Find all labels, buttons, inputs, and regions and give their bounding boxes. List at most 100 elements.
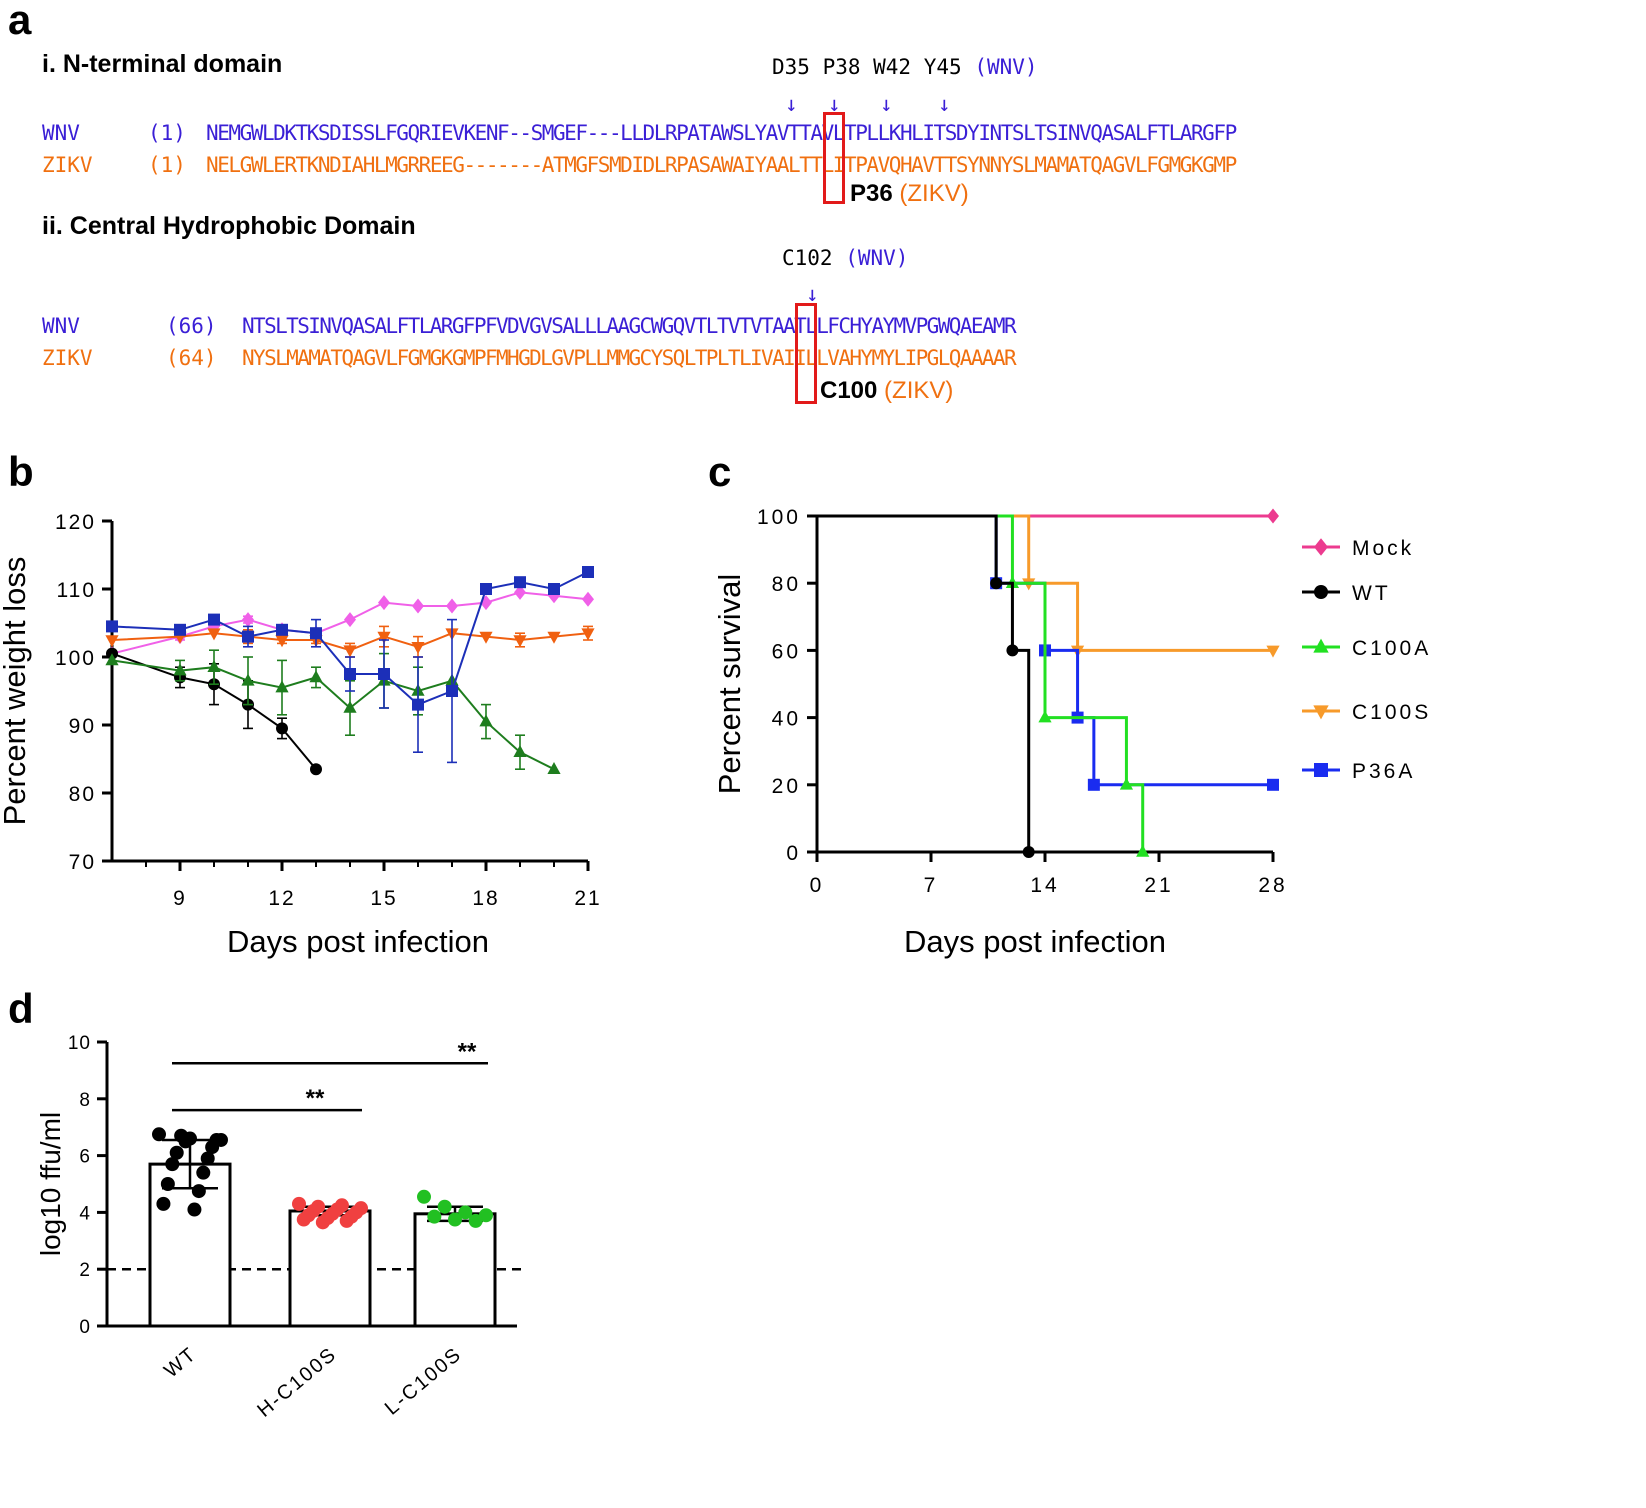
point-c100s: [411, 642, 425, 654]
arrow-p38: ↓: [828, 92, 841, 116]
point-c100s: [343, 645, 357, 658]
data-point-wt: [152, 1127, 166, 1142]
data-point-wt: [187, 1202, 202, 1217]
data-point-l-c100s: [458, 1205, 473, 1220]
point-wt: [310, 763, 322, 776]
data-point-wt: [200, 1151, 215, 1166]
y-tick-label: 100: [55, 647, 96, 670]
x-tick-label: 28: [1258, 874, 1287, 897]
panel-label-a: a: [8, 0, 32, 43]
point-mock: [582, 591, 594, 607]
point-p36a: [174, 623, 186, 636]
point-c100a: [547, 762, 561, 774]
data-point-l-c100s: [427, 1209, 442, 1224]
wnv-pos-1: (1): [148, 121, 186, 145]
x-tick-label: 18: [472, 887, 499, 910]
legend-marker-p36a: [1314, 763, 1328, 777]
point-wt: [276, 722, 288, 735]
x-tick-label: 21: [1144, 874, 1173, 897]
legend-marker-c100a: [1313, 638, 1329, 653]
x-tick-label: 12: [268, 887, 295, 910]
x-tick-label: 15: [370, 887, 397, 910]
x-tick-label: H-C100S: [253, 1343, 341, 1422]
zikv-label-2: ZIKV: [42, 346, 93, 370]
data-point-h-c100s: [296, 1212, 311, 1227]
point-p36a: [582, 566, 594, 578]
data-point-l-c100s: [437, 1199, 452, 1214]
point-mock: [514, 584, 526, 600]
point-p36a: [344, 668, 356, 680]
survival-point-c100s: [1266, 645, 1280, 658]
point-p36a: [208, 613, 220, 626]
x-axis-label: Days post infection: [904, 924, 1166, 959]
weight-loss-chart: 70 80 90 100 110 120 9 12 15 18 21 Days post infect…: [0, 511, 601, 959]
point-c100a: [241, 673, 255, 686]
y-tick-label: 6: [79, 1147, 91, 1168]
survival-point-wt: [1022, 846, 1035, 858]
point-mock: [412, 598, 424, 614]
arrow-c102: ↓: [806, 282, 819, 306]
wnv-label-2: WNV: [42, 314, 80, 338]
point-p36a: [310, 627, 322, 640]
series-line-c100s: [111, 632, 589, 652]
point-p36a: [514, 576, 526, 589]
y-tick-label: 90: [69, 715, 96, 738]
point-p36a: [412, 698, 424, 711]
residue-c102-text: C102: [782, 246, 833, 270]
x-tick-label: 21: [574, 887, 601, 910]
legend-label-c100a: C100A: [1352, 637, 1431, 660]
y-axis-label: Percent weight loss: [0, 557, 32, 826]
data-point-l-c100s: [448, 1212, 462, 1227]
point-c100s: [547, 631, 561, 644]
mutation-label-p36: P36 (ZIKV): [850, 180, 969, 208]
point-c100s: [581, 628, 595, 641]
arrow-y45: ↓: [938, 92, 951, 116]
point-mock: [344, 612, 356, 628]
y-tick-label: 2: [79, 1260, 91, 1281]
y-tick-label: 80: [69, 783, 96, 806]
point-c100s: [207, 628, 221, 641]
point-c100s: [513, 635, 527, 648]
point-c100a: [513, 745, 527, 757]
legend-marker-mock: [1314, 538, 1328, 556]
data-point-wt: [174, 1128, 189, 1143]
point-p36a: [106, 620, 118, 633]
point-p36a: [378, 668, 390, 680]
y-axis-label: log10 ffu/ml: [35, 1112, 66, 1256]
y-tick-label: 110: [57, 579, 96, 602]
data-point-wt: [165, 1157, 180, 1172]
section-title-central-hydrophobic: ii. Central Hydrophobic Domain: [42, 212, 416, 240]
y-tick-label: 0: [786, 842, 801, 865]
data-point-wt: [169, 1145, 184, 1160]
significance-label: **: [458, 1038, 477, 1065]
data-point-l-c100s: [468, 1213, 483, 1228]
bar-h-c100s: [288, 1209, 372, 1328]
point-c100a: [173, 663, 187, 676]
survival-point-wt: [990, 577, 1003, 590]
legend-label-wt: WT: [1352, 582, 1391, 605]
zikv-pos-2: (64): [166, 346, 217, 370]
y-tick-label: 8: [79, 1090, 91, 1111]
point-c100s: [105, 635, 119, 648]
mutation-p36-name: P36: [850, 180, 893, 207]
survival-point-c100a: [1136, 844, 1150, 857]
residues-text: D35 P38 W42 Y45: [772, 55, 962, 79]
point-p36a: [446, 685, 458, 697]
survival-point-wt: [1006, 644, 1019, 657]
y-tick-label: 4: [79, 1203, 91, 1224]
y-tick-label: 80: [772, 573, 801, 596]
y-axis-label: Percent survival: [712, 574, 747, 795]
survival-point-p36a: [1267, 778, 1279, 791]
series-line-wt: [111, 652, 317, 770]
x-axis-label: Days post infection: [227, 924, 489, 959]
point-c100a: [343, 700, 357, 713]
wnv-sequence-1: NEMGWLDKTKSDISSLFGQRIEVKENF--SMGEF---LLD…: [206, 121, 1237, 145]
panel-label-b: b: [8, 448, 34, 495]
section-title-n-terminal: i. N-terminal domain: [42, 50, 283, 78]
mutation-p36-virus: (ZIKV): [899, 180, 969, 207]
residues-label: D35 P38 W42 Y45 (WNV): [772, 55, 1038, 79]
survival-chart: 0 20 40 60 80 100 0 7 14 21 28 Days post infection P…: [712, 506, 1431, 959]
data-point-h-c100s: [292, 1196, 306, 1211]
mutation-label-c100: C100 (ZIKV): [820, 377, 953, 405]
survival-point-c100a: [1038, 710, 1052, 723]
